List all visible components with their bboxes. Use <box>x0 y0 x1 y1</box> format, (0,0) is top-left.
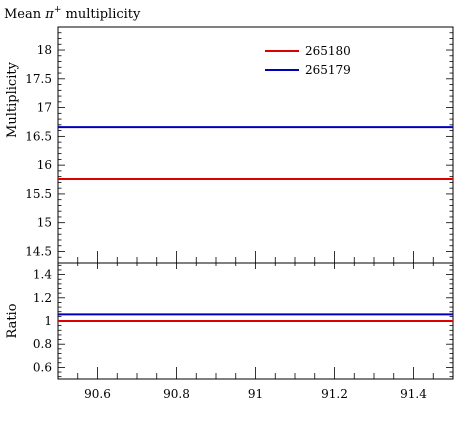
legend-label-265180: 265180 <box>305 44 351 58</box>
legend: 265180 265179 <box>265 44 351 77</box>
ratio-panel: 0.6 0.8 1 1.2 1.4 Ratio 90.6 90.8 91 91.2 91.4 <box>5 262 454 401</box>
chart-title: Mean π+ multiplicity <box>4 5 141 22</box>
main-ytick-label: 14.5 <box>25 244 52 258</box>
main-ytick-label: 17.5 <box>25 72 52 86</box>
chart-title-superscript: + <box>54 5 62 15</box>
ratio-ytick-label: 1 <box>44 314 52 328</box>
main-frame <box>57 26 454 264</box>
xtick-label: 90.8 <box>163 387 190 401</box>
ratio-ytick-label: 0.8 <box>33 337 52 351</box>
chart-title-prefix: Mean <box>4 7 45 22</box>
main-panel: 14.5 15 15.5 16 16.5 17 17.5 18 Multiplicity <box>5 26 454 264</box>
main-ytick-label: 15 <box>37 216 52 230</box>
ratio-ylabel: Ratio <box>5 303 20 338</box>
chart-title-suffix: multiplicity <box>61 7 141 22</box>
main-ytick-label: 18 <box>37 43 52 57</box>
main-ylabel: Multiplicity <box>5 61 20 138</box>
xtick-label: 91 <box>248 387 263 401</box>
ratio-ytick-label: 1.2 <box>33 291 52 305</box>
main-ytick-label: 15.5 <box>25 187 52 201</box>
xtick-label: 91.4 <box>400 387 427 401</box>
ratio-ytick-label: 0.6 <box>33 360 52 374</box>
main-ytick-label: 16.5 <box>25 129 52 143</box>
chart-title-symbol: π <box>44 7 54 22</box>
ratio-ytick-label: 1.4 <box>33 268 52 282</box>
main-ytick-label: 16 <box>37 158 52 172</box>
xtick-label: 90.6 <box>84 387 111 401</box>
legend-label-265179: 265179 <box>305 63 351 77</box>
main-ytick-label: 17 <box>37 101 52 115</box>
xtick-label: 91.2 <box>321 387 348 401</box>
